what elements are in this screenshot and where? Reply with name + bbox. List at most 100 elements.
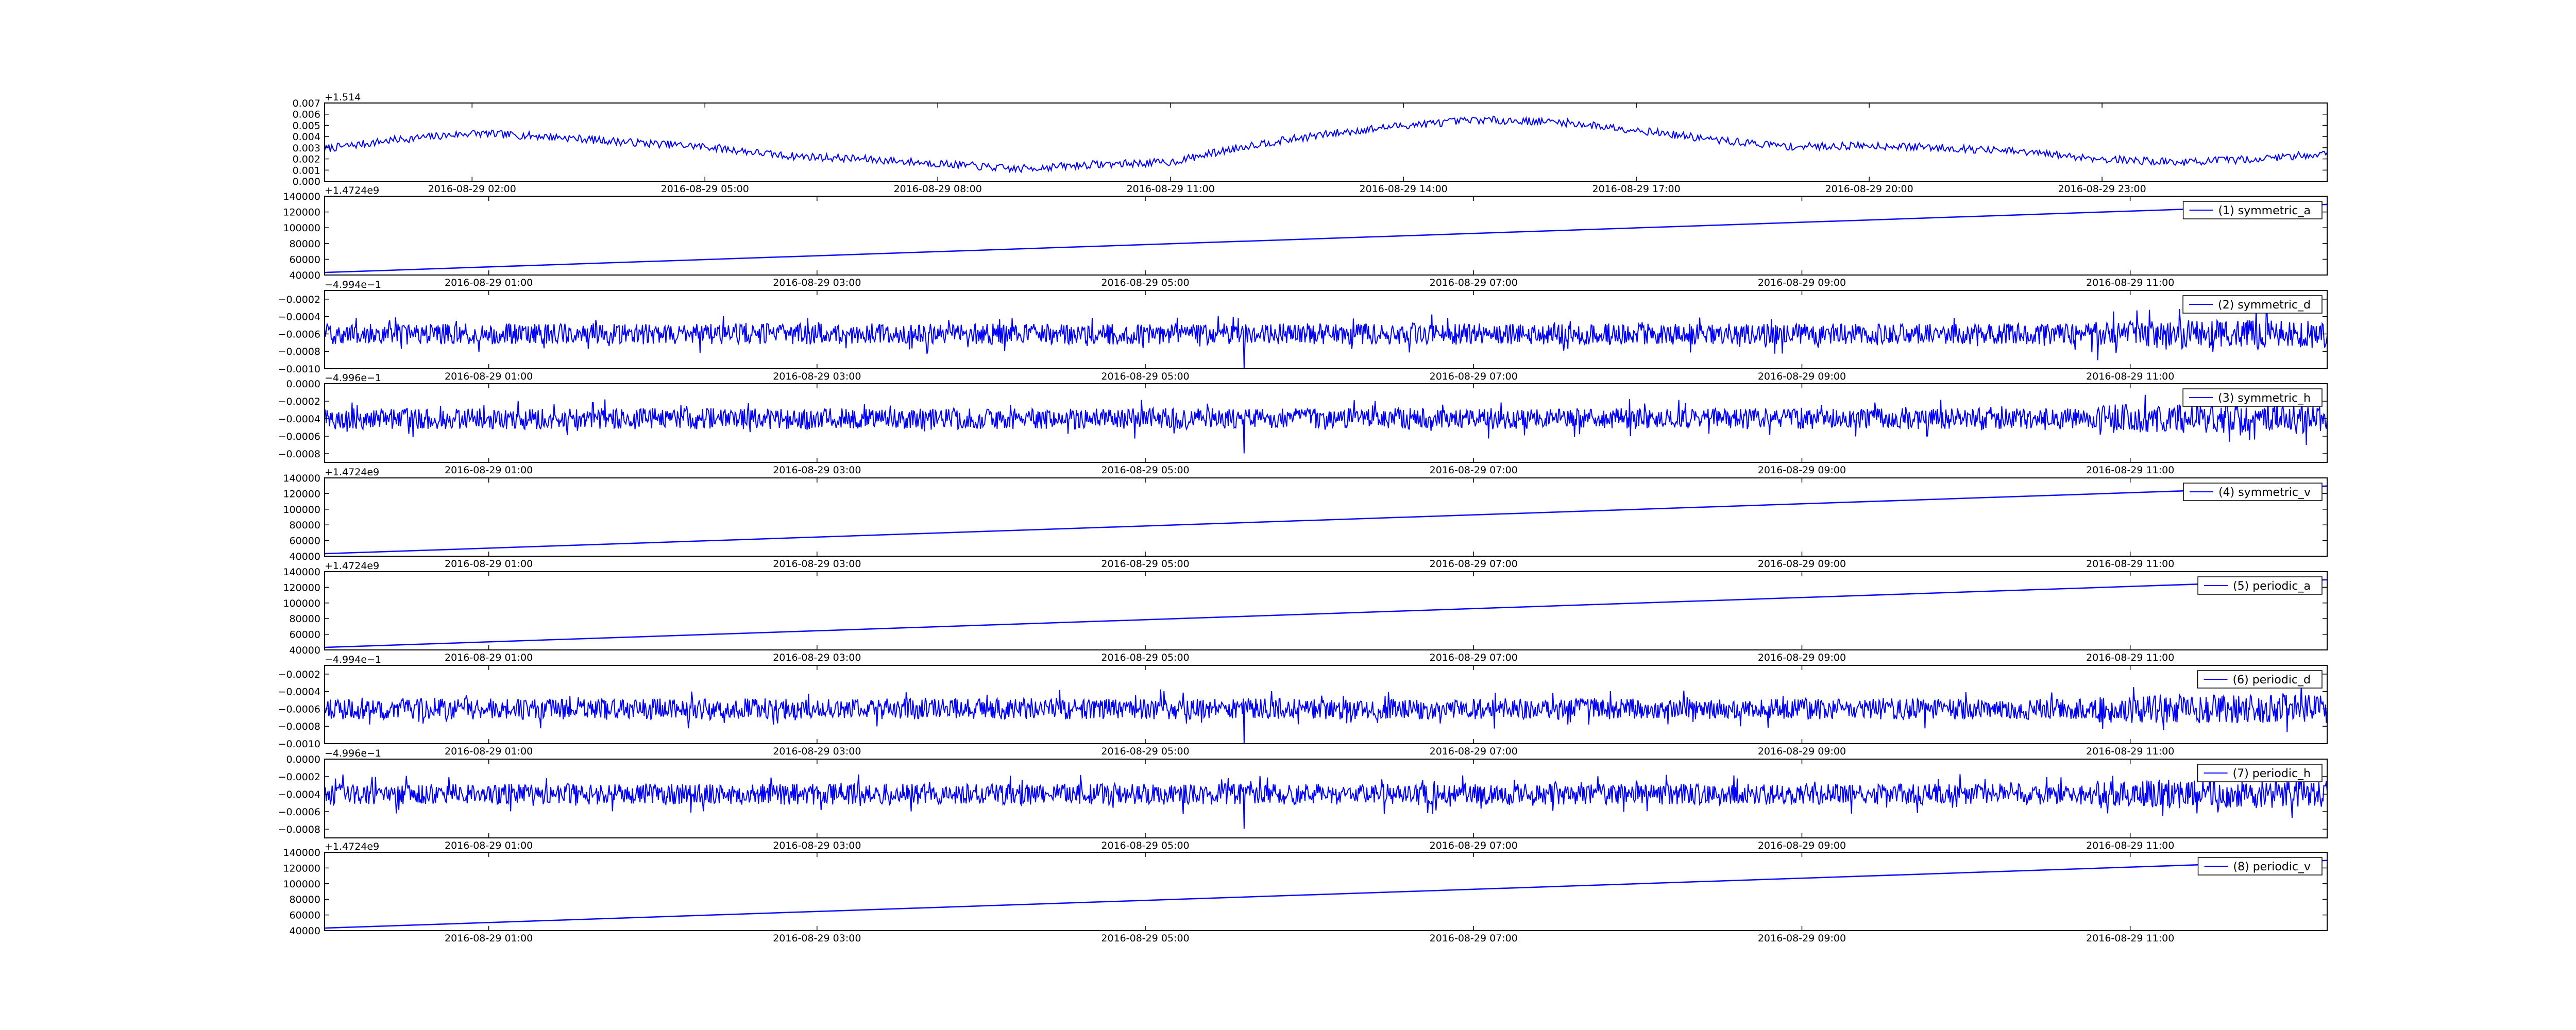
y-tick-label: 100000 xyxy=(283,222,320,234)
y-tick-label: 60000 xyxy=(290,629,320,641)
y-tick-label: 0.0000 xyxy=(286,754,320,765)
axis-offset-label: +1.4724e9 xyxy=(325,185,379,196)
y-tick-label: −0.0004 xyxy=(278,686,320,698)
x-tick-label: 2016-08-29 05:00 xyxy=(1101,840,1189,851)
y-tick-label: −0.0006 xyxy=(278,431,320,442)
series-line xyxy=(325,579,2327,648)
axes-frame xyxy=(324,571,2328,650)
x-tick-label: 2016-08-29 01:00 xyxy=(445,371,533,382)
legend-label: (3) symmetric_h xyxy=(2218,392,2311,405)
x-tick-label: 2016-08-29 05:00 xyxy=(1101,558,1189,570)
x-tick-label: 2016-08-29 05:00 xyxy=(1101,371,1189,382)
y-tick-label: 140000 xyxy=(283,473,320,484)
x-tick-label: 2016-08-29 05:00 xyxy=(1101,746,1189,757)
y-tick-label: 120000 xyxy=(283,488,320,500)
y-tick-label: 0.002 xyxy=(293,154,320,165)
y-tick-label: −0.0010 xyxy=(278,364,320,375)
x-tick-label: 2016-08-29 11:00 xyxy=(2086,840,2174,851)
axis-offset-label: +1.514 xyxy=(325,92,361,103)
x-tick-label: 2016-08-29 09:00 xyxy=(1758,465,1846,476)
x-tick-label: 2016-08-29 11:00 xyxy=(2086,652,2174,663)
y-tick-label: 40000 xyxy=(290,925,320,937)
subplot-3: −0.0010 −0.0008 −0.0006 −0.0004 −0.0002 2016-… xyxy=(278,279,2328,382)
subplot-2: 40000 60000 80000 100000 120000 140000 2016-08… xyxy=(283,185,2328,288)
y-tick-label: 0.004 xyxy=(293,131,320,143)
x-tick-label: 2016-08-29 11:00 xyxy=(2086,746,2174,757)
legend: (4) symmetric_v xyxy=(2183,483,2323,501)
legend-label: (8) periodic_v xyxy=(2233,861,2311,873)
y-tick-label: 0.0000 xyxy=(286,379,320,390)
x-tick-label: 2016-08-29 09:00 xyxy=(1758,371,1846,382)
x-tick-label: 2016-08-29 07:00 xyxy=(1430,277,1518,288)
axes-frame xyxy=(324,477,2328,557)
axis-offset-label: +1.4724e9 xyxy=(325,560,379,572)
x-tick-label: 2016-08-29 02:00 xyxy=(428,183,516,195)
y-tick-label: −0.0004 xyxy=(278,789,320,800)
x-tick-label: 2016-08-29 09:00 xyxy=(1758,746,1846,757)
y-tick-label: 140000 xyxy=(283,191,320,202)
x-tick-label: 2016-08-29 01:00 xyxy=(445,558,533,570)
x-tick-label: 2016-08-29 01:00 xyxy=(445,840,533,851)
y-tick-label: 60000 xyxy=(290,254,320,265)
axes-frame xyxy=(324,759,2328,838)
axis-offset-label: −4.996e−1 xyxy=(325,372,381,384)
axes-frame xyxy=(324,665,2328,744)
x-tick-label: 2016-08-29 05:00 xyxy=(1101,465,1189,476)
y-tick-label: 80000 xyxy=(290,894,320,905)
y-tick-label: 0.005 xyxy=(293,120,320,131)
y-tick-label: 0.003 xyxy=(293,143,320,154)
x-tick-label: 2016-08-29 17:00 xyxy=(1592,183,1681,195)
y-tick-label: −0.0004 xyxy=(278,312,320,323)
x-tick-label: 2016-08-29 05:00 xyxy=(661,183,749,195)
x-tick-label: 2016-08-29 09:00 xyxy=(1758,933,1846,944)
y-tick-label: 100000 xyxy=(283,598,320,609)
x-tick-label: 2016-08-29 09:00 xyxy=(1758,558,1846,570)
x-tick-label: 2016-08-29 05:00 xyxy=(1101,277,1189,288)
x-tick-label: 2016-08-29 09:00 xyxy=(1758,652,1846,663)
x-tick-label: 2016-08-29 03:00 xyxy=(773,465,861,476)
y-tick-label: 0.001 xyxy=(293,165,320,176)
axis-offset-label: −4.994e−1 xyxy=(325,279,381,290)
y-tick-label: 120000 xyxy=(283,207,320,218)
legend: (8) periodic_v xyxy=(2197,857,2323,876)
x-tick-label: 2016-08-29 03:00 xyxy=(773,558,861,570)
legend: (2) symmetric_d xyxy=(2182,295,2323,314)
x-tick-label: 2016-08-29 01:00 xyxy=(445,933,533,944)
axis-offset-label: −4.994e−1 xyxy=(325,654,381,665)
x-tick-label: 2016-08-29 03:00 xyxy=(773,840,861,851)
x-tick-label: 2016-08-29 05:00 xyxy=(1101,652,1189,663)
x-tick-label: 2016-08-29 11:00 xyxy=(2086,558,2174,570)
subplot-5: 40000 60000 80000 100000 120000 140000 2016-08… xyxy=(283,467,2328,570)
y-tick-label: −0.0004 xyxy=(278,414,320,425)
y-tick-label: 140000 xyxy=(283,847,320,859)
legend-label: (7) periodic_h xyxy=(2233,767,2311,780)
y-tick-label: 40000 xyxy=(290,645,320,656)
x-tick-label: 2016-08-29 11:00 xyxy=(2086,371,2174,382)
y-tick-label: 100000 xyxy=(283,879,320,890)
y-tick-label: −0.0008 xyxy=(278,449,320,460)
x-tick-label: 2016-08-29 08:00 xyxy=(894,183,982,195)
x-tick-label: 2016-08-29 07:00 xyxy=(1430,558,1518,570)
subplot-4: −0.0008 −0.0006 −0.0004 −0.0002 0.0000 2016-0… xyxy=(278,372,2328,476)
y-tick-label: 80000 xyxy=(290,520,320,531)
legend-label: (1) symmetric_a xyxy=(2218,204,2311,217)
axes-frame xyxy=(324,196,2328,276)
x-tick-label: 2016-08-29 01:00 xyxy=(445,465,533,476)
y-tick-label: 60000 xyxy=(290,536,320,547)
y-tick-label: 40000 xyxy=(290,551,320,562)
series-line xyxy=(325,683,2327,744)
x-tick-label: 2016-08-29 03:00 xyxy=(773,277,861,288)
x-tick-label: 2016-08-29 09:00 xyxy=(1758,277,1846,288)
axes-frame xyxy=(324,383,2328,463)
series-line xyxy=(325,485,2327,555)
axes-frame xyxy=(324,102,2328,182)
subplot-6: 40000 60000 80000 100000 120000 140000 2016-08… xyxy=(283,560,2328,663)
y-tick-label: 40000 xyxy=(290,270,320,281)
series-line xyxy=(325,203,2327,273)
y-tick-label: 80000 xyxy=(290,613,320,625)
legend: (7) periodic_h xyxy=(2197,764,2323,782)
y-tick-label: −0.0006 xyxy=(278,703,320,715)
y-tick-label: −0.0002 xyxy=(278,396,320,407)
x-tick-label: 2016-08-29 03:00 xyxy=(773,371,861,382)
series-line xyxy=(325,770,2327,829)
